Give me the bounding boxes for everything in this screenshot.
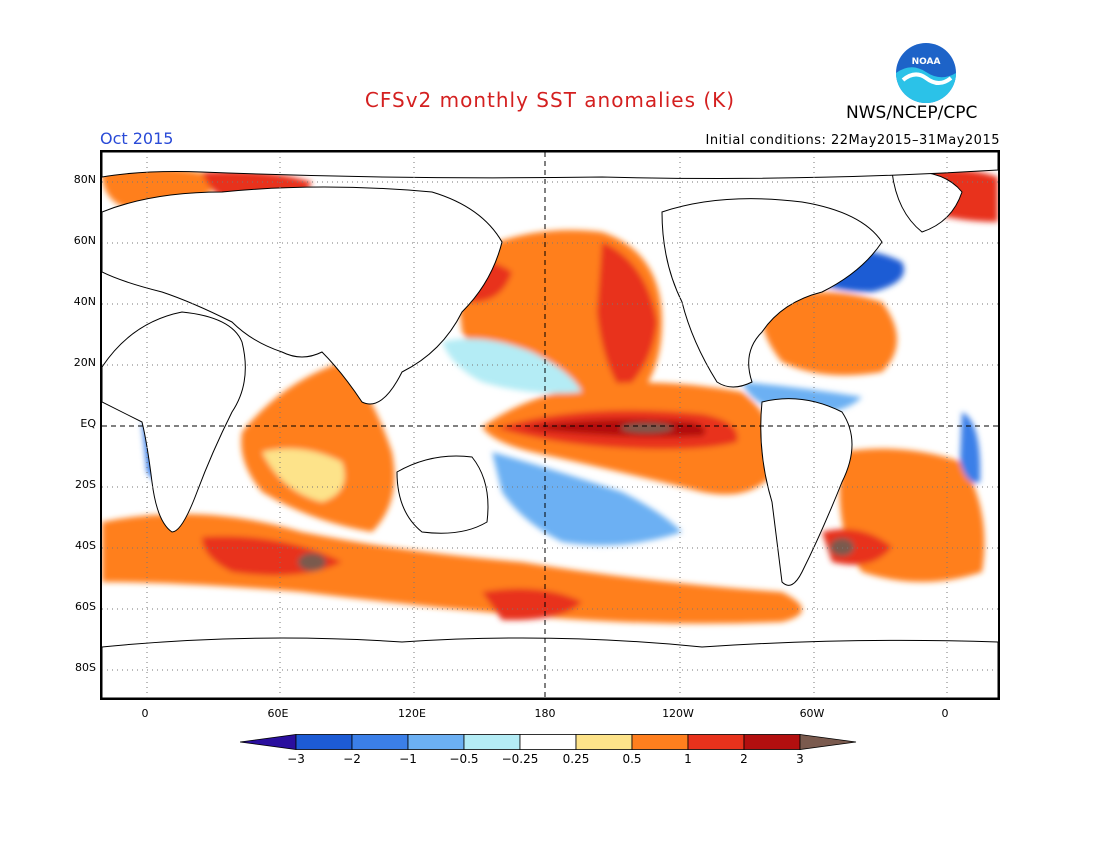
colorbar-swatch: [407, 734, 465, 750]
colorbar-label: 3: [796, 752, 804, 766]
lon-label: 120W: [662, 707, 694, 720]
warm-anomaly-indian-ocean: [241, 362, 395, 532]
north-america-land: [661, 198, 883, 388]
lat-label: 20S: [75, 478, 96, 491]
lon-label: 180: [534, 707, 556, 720]
lon-label: 0: [141, 707, 149, 720]
sst-anomaly-map: [100, 150, 1000, 700]
equator-dateline: [102, 152, 998, 698]
colorbar: [239, 734, 862, 750]
colorbar-label: 0.5: [622, 752, 642, 766]
colorbar-label: 1: [684, 752, 692, 766]
colorbar-label: 2: [740, 752, 748, 766]
south-america-land: [760, 398, 853, 586]
lat-label: 60S: [75, 600, 96, 613]
eurasia-land: [102, 186, 503, 405]
noaa-logo: NOAA: [895, 42, 957, 104]
lat-label: 80S: [75, 661, 96, 674]
arctic-edge: [102, 152, 998, 179]
lon-label: 60E: [267, 707, 289, 720]
colorbar-swatch: [239, 734, 297, 750]
lat-label: EQ: [80, 417, 96, 430]
warm-anomaly-north-atlantic: [761, 292, 897, 376]
colorbar-swatch: [687, 734, 745, 750]
colorbar-swatch: [575, 734, 633, 750]
colorbar-swatch: [631, 734, 689, 750]
cool-anomaly-south-pacific: [492, 452, 682, 546]
colorbar-label: −3: [287, 752, 305, 766]
lat-label: 20N: [73, 356, 96, 369]
colorbar-swatch: [351, 734, 409, 750]
colorbar-swatch: [799, 734, 857, 750]
colorbar-label: −1: [399, 752, 417, 766]
map-title: CFSv2 monthly SST anomalies (K): [364, 88, 736, 112]
initial-conditions: Initial conditions: 22May2015–31May2015: [705, 133, 1000, 148]
lat-label: 60N: [73, 234, 96, 247]
colorbar-swatch: [743, 734, 801, 750]
noaa-logo-text: NOAA: [912, 57, 941, 67]
australia-land: [396, 455, 489, 534]
anomaly-field: [102, 168, 998, 624]
antarctica-land: [102, 637, 998, 698]
colorbar-swatch: [295, 734, 353, 750]
lon-label: 60W: [799, 707, 825, 720]
lat-label: 40N: [73, 295, 96, 308]
lat-label: 80N: [73, 173, 96, 186]
forecast-month: Oct 2015: [100, 129, 174, 148]
colorbar-label: −2: [343, 752, 361, 766]
lon-label: 120E: [398, 707, 426, 720]
colorbar-swatch: [463, 734, 521, 750]
africa-land: [102, 311, 246, 533]
lat-label: 40S: [75, 539, 96, 552]
land-masses: [102, 152, 998, 698]
graticule: [102, 152, 998, 698]
lon-label: 0: [941, 707, 949, 720]
colorbar-label: −0.25: [501, 752, 539, 766]
colorbar-swatch: [519, 734, 577, 750]
colorbar-label: 0.25: [562, 752, 590, 766]
colorbar-label: −0.5: [449, 752, 479, 766]
agency-label: NWS/NCEP/CPC: [846, 103, 978, 123]
